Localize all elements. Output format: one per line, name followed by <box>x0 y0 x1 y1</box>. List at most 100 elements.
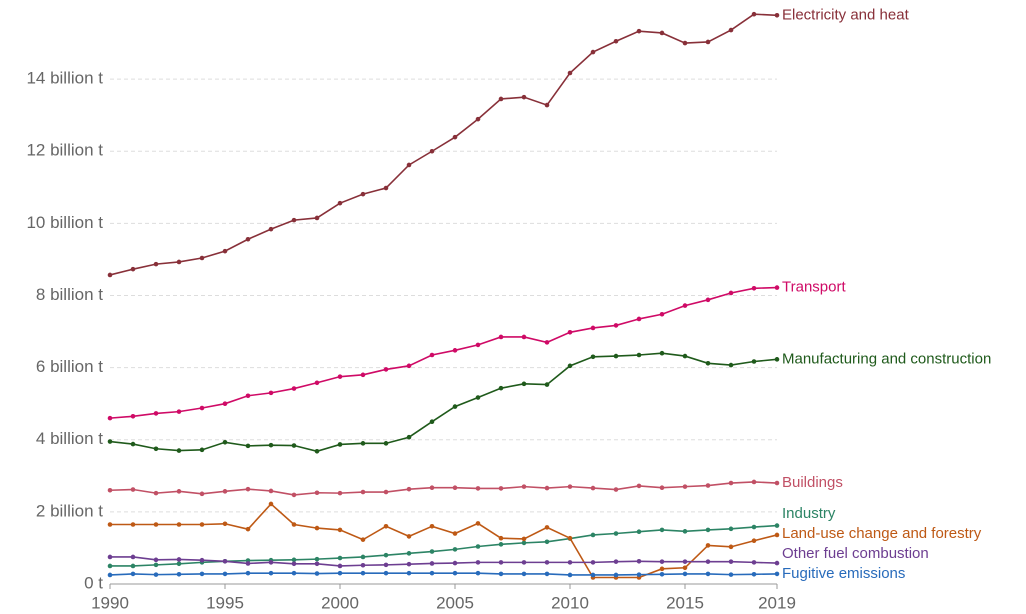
data-point <box>613 323 619 328</box>
data-point <box>774 571 780 577</box>
data-point <box>176 259 182 265</box>
data-point <box>567 363 573 369</box>
data-point <box>337 490 343 496</box>
data-point <box>521 540 527 546</box>
data-point <box>199 557 205 563</box>
y-tick-label: 8 billion t <box>36 285 103 304</box>
data-point <box>682 303 688 308</box>
data-point <box>245 561 251 566</box>
legend-label: Buildings <box>782 474 843 491</box>
data-point <box>314 556 320 562</box>
data-point <box>222 439 228 445</box>
data-point <box>613 353 619 359</box>
data-point <box>659 559 665 564</box>
data-point <box>176 557 182 562</box>
data-point <box>199 571 205 577</box>
data-point <box>153 522 159 527</box>
data-point <box>567 560 573 565</box>
data-point <box>590 572 596 578</box>
data-point <box>544 525 550 530</box>
data-point <box>360 372 366 378</box>
data-point <box>498 560 504 565</box>
data-point <box>705 297 711 303</box>
data-point <box>682 353 688 359</box>
data-point <box>475 544 481 549</box>
data-point <box>636 529 642 535</box>
y-tick-label: 2 billion t <box>36 501 103 520</box>
data-point <box>544 485 550 491</box>
data-point <box>268 501 274 507</box>
data-point <box>659 350 665 356</box>
data-point <box>337 570 343 576</box>
x-tick-label: 2000 <box>321 593 359 612</box>
data-point <box>153 572 159 577</box>
series-line <box>109 481 778 496</box>
data-point <box>452 570 458 576</box>
data-point <box>176 522 182 527</box>
data-point <box>567 535 573 541</box>
data-point <box>429 561 435 566</box>
data-point <box>360 537 366 542</box>
data-point <box>751 11 757 17</box>
data-point <box>268 442 274 448</box>
data-point <box>751 479 757 485</box>
data-point <box>314 525 320 531</box>
data-point <box>429 148 435 154</box>
data-point <box>613 572 619 578</box>
data-point <box>337 200 343 206</box>
data-point <box>360 562 366 568</box>
data-point <box>452 531 458 536</box>
data-point <box>222 401 228 406</box>
data-point <box>406 434 412 440</box>
data-point <box>452 348 458 353</box>
y-tick-label: 6 billion t <box>36 357 103 376</box>
data-point <box>199 447 205 453</box>
data-point <box>107 563 113 569</box>
data-point <box>521 571 527 577</box>
data-point <box>636 572 642 577</box>
data-point <box>521 560 527 565</box>
data-point <box>567 484 573 489</box>
data-point <box>107 572 113 578</box>
data-point <box>429 352 435 358</box>
data-point <box>636 352 642 358</box>
data-point <box>682 565 688 571</box>
data-point <box>406 561 412 567</box>
y-tick-label: 14 billion t <box>26 69 103 88</box>
data-point <box>567 572 573 578</box>
data-point <box>222 558 228 564</box>
data-point <box>613 487 619 492</box>
data-point <box>774 523 780 528</box>
data-point <box>659 527 665 533</box>
data-point <box>176 448 182 453</box>
data-point <box>498 486 504 491</box>
data-point <box>429 524 435 529</box>
data-point <box>659 485 665 491</box>
data-point <box>153 261 159 267</box>
data-point <box>498 334 504 340</box>
data-point <box>590 49 596 55</box>
data-point <box>521 334 527 340</box>
data-point <box>314 215 320 221</box>
data-point <box>498 96 504 102</box>
data-point <box>751 560 757 565</box>
data-point <box>268 560 274 565</box>
data-point <box>475 570 481 576</box>
data-point <box>682 571 688 577</box>
legend-label: Other fuel combustion <box>782 545 929 562</box>
data-point <box>107 487 113 493</box>
data-point <box>176 561 182 567</box>
data-point <box>406 534 412 539</box>
data-point <box>245 393 251 399</box>
data-point <box>728 526 734 532</box>
data-point <box>107 554 113 560</box>
data-point <box>590 560 596 565</box>
data-point <box>544 340 550 345</box>
data-point <box>590 325 596 331</box>
data-point <box>337 374 343 379</box>
data-point <box>521 536 527 542</box>
data-point <box>613 559 619 564</box>
data-point <box>130 554 136 560</box>
data-point <box>176 571 182 577</box>
data-point <box>613 531 619 536</box>
